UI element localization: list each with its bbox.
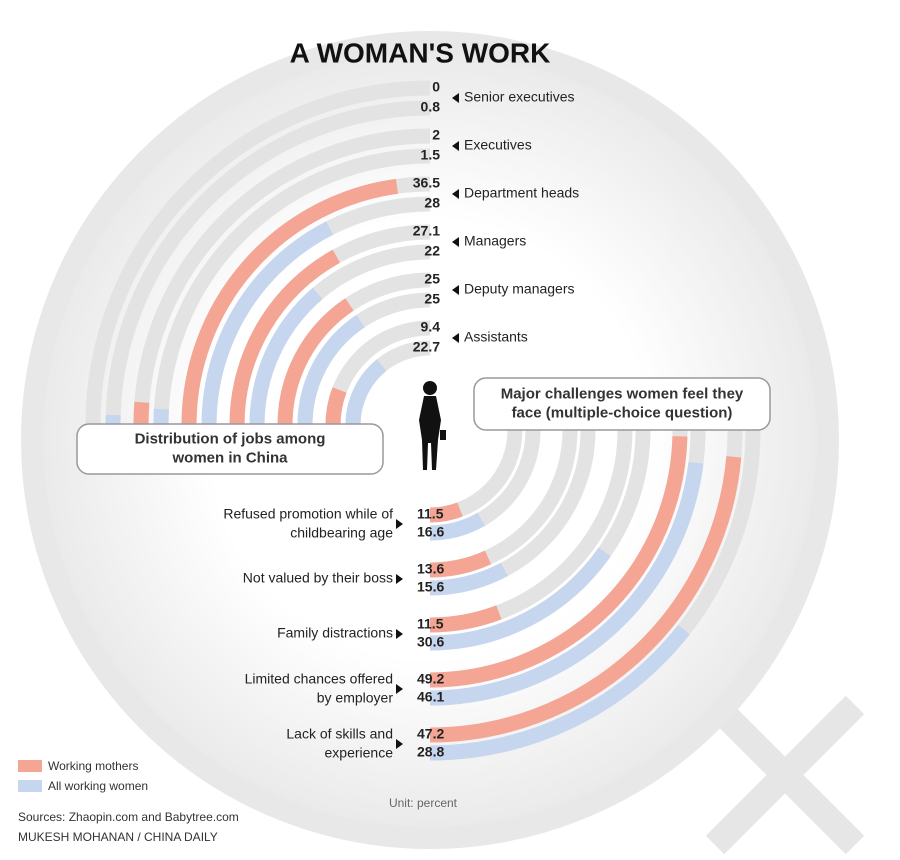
arc-bar — [429, 550, 492, 578]
title: A WOMAN'S WORK — [290, 37, 551, 68]
category-label: Not valued by their boss — [243, 570, 393, 586]
arc-bar — [133, 401, 150, 426]
arc-bar — [181, 178, 399, 426]
value-label: 49.2 — [417, 671, 444, 687]
value-label: 22 — [424, 243, 440, 259]
arc-bar — [429, 512, 486, 541]
pointer — [452, 285, 459, 295]
pointer — [452, 93, 459, 103]
arc-bar — [429, 547, 611, 651]
pointer — [396, 629, 403, 639]
value-label: 9.4 — [421, 319, 441, 335]
value-label: 28 — [424, 195, 440, 211]
charts: 0 0.8 Senior executives 2 1.5 Executives 36.5 2… — [76, 79, 771, 761]
arc-bar — [429, 624, 690, 761]
title-box — [76, 423, 384, 475]
track — [133, 128, 431, 426]
category-label: Lack of skills and experience — [286, 725, 393, 760]
category-label: Managers — [464, 233, 526, 249]
pointer — [452, 333, 459, 343]
track — [85, 80, 431, 426]
value-label: 25 — [424, 271, 440, 287]
value-label: 25 — [424, 291, 440, 307]
arc-bar — [429, 502, 463, 523]
value-label: 0 — [432, 79, 440, 95]
category-label: Senior executives — [464, 89, 575, 105]
pointer — [396, 739, 403, 749]
track — [153, 148, 431, 426]
category-label: Deputy managers — [464, 281, 575, 297]
value-label: 1.5 — [421, 147, 441, 163]
pointer — [396, 574, 403, 584]
arc-bar — [325, 387, 347, 426]
value-label: 36.5 — [413, 175, 440, 191]
category-label: Assistants — [464, 329, 528, 345]
chart-title: Major challenges women feel they face (mu… — [501, 385, 744, 421]
value-label: 28.8 — [417, 744, 444, 760]
value-label: 0.8 — [421, 99, 441, 115]
pointer — [396, 519, 403, 529]
chart-title: Distribution of jobs among women in China — [135, 430, 326, 466]
track — [105, 100, 431, 426]
legend-label: Working mothers — [48, 759, 138, 773]
value-label: 13.6 — [417, 561, 444, 577]
arc-bar — [345, 359, 387, 426]
pointer — [452, 237, 459, 247]
category-label: Refused promotion while of childbearing a… — [223, 505, 393, 540]
category-label: Department heads — [464, 185, 579, 201]
arc-bar — [429, 456, 742, 743]
legend-label: All working women — [48, 779, 148, 793]
silhouette — [419, 381, 446, 470]
pointer — [396, 684, 403, 694]
arc-bar — [277, 298, 354, 426]
title-box — [473, 377, 771, 431]
arc-bar — [429, 436, 688, 688]
value-label: 11.5 — [417, 616, 444, 632]
pointer — [452, 189, 459, 199]
value-label: 15.6 — [417, 579, 444, 595]
value-label: 16.6 — [417, 524, 444, 540]
value-label: 22.7 — [413, 339, 440, 355]
arc-bar — [229, 249, 341, 426]
pointer — [452, 141, 459, 151]
category-label: Limited chances offered by employer — [245, 670, 394, 705]
value-label: 2 — [432, 127, 440, 143]
credit: MUKESH MOHANAN / CHINA DAILY — [18, 830, 218, 844]
value-label: 27.1 — [413, 223, 440, 239]
value-label: 46.1 — [417, 689, 444, 705]
legend-swatch — [18, 760, 42, 772]
category-label: Executives — [464, 137, 532, 153]
sources: Sources: Zhaopin.com and Babytree.com — [18, 810, 239, 824]
arc-bar — [429, 461, 704, 706]
legend-swatch — [18, 780, 42, 792]
arc-bar — [201, 221, 334, 426]
unit: Unit: percent — [389, 796, 458, 810]
value-label: 47.2 — [417, 726, 444, 742]
value-label: 11.5 — [417, 506, 444, 522]
arc-bar — [249, 287, 323, 426]
value-label: 30.6 — [417, 634, 444, 650]
arc-bar — [429, 562, 508, 596]
arc-bar — [297, 314, 365, 426]
arc-bar — [429, 605, 502, 633]
category-label: Family distractions — [277, 625, 393, 641]
